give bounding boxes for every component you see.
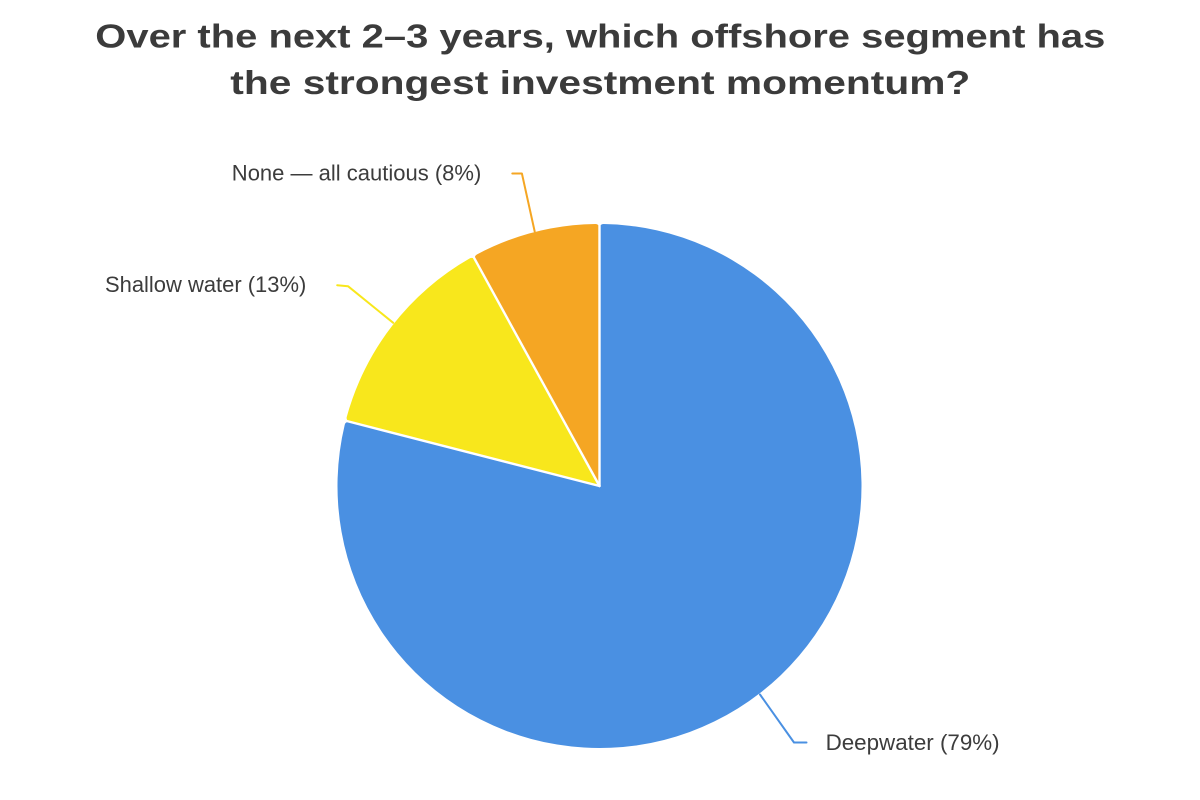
svg-text:Deepwater (79%): Deepwater (79%)	[826, 730, 1000, 755]
svg-text:Over the next 2–3 years, which: Over the next 2–3 years, which offshore …	[95, 18, 1105, 55]
svg-text:None — all cautious (8%): None — all cautious (8%)	[232, 160, 481, 185]
svg-text:Shallow water (13%): Shallow water (13%)	[105, 272, 306, 297]
svg-text:the strongest investment momen: the strongest investment momentum?	[230, 64, 970, 101]
